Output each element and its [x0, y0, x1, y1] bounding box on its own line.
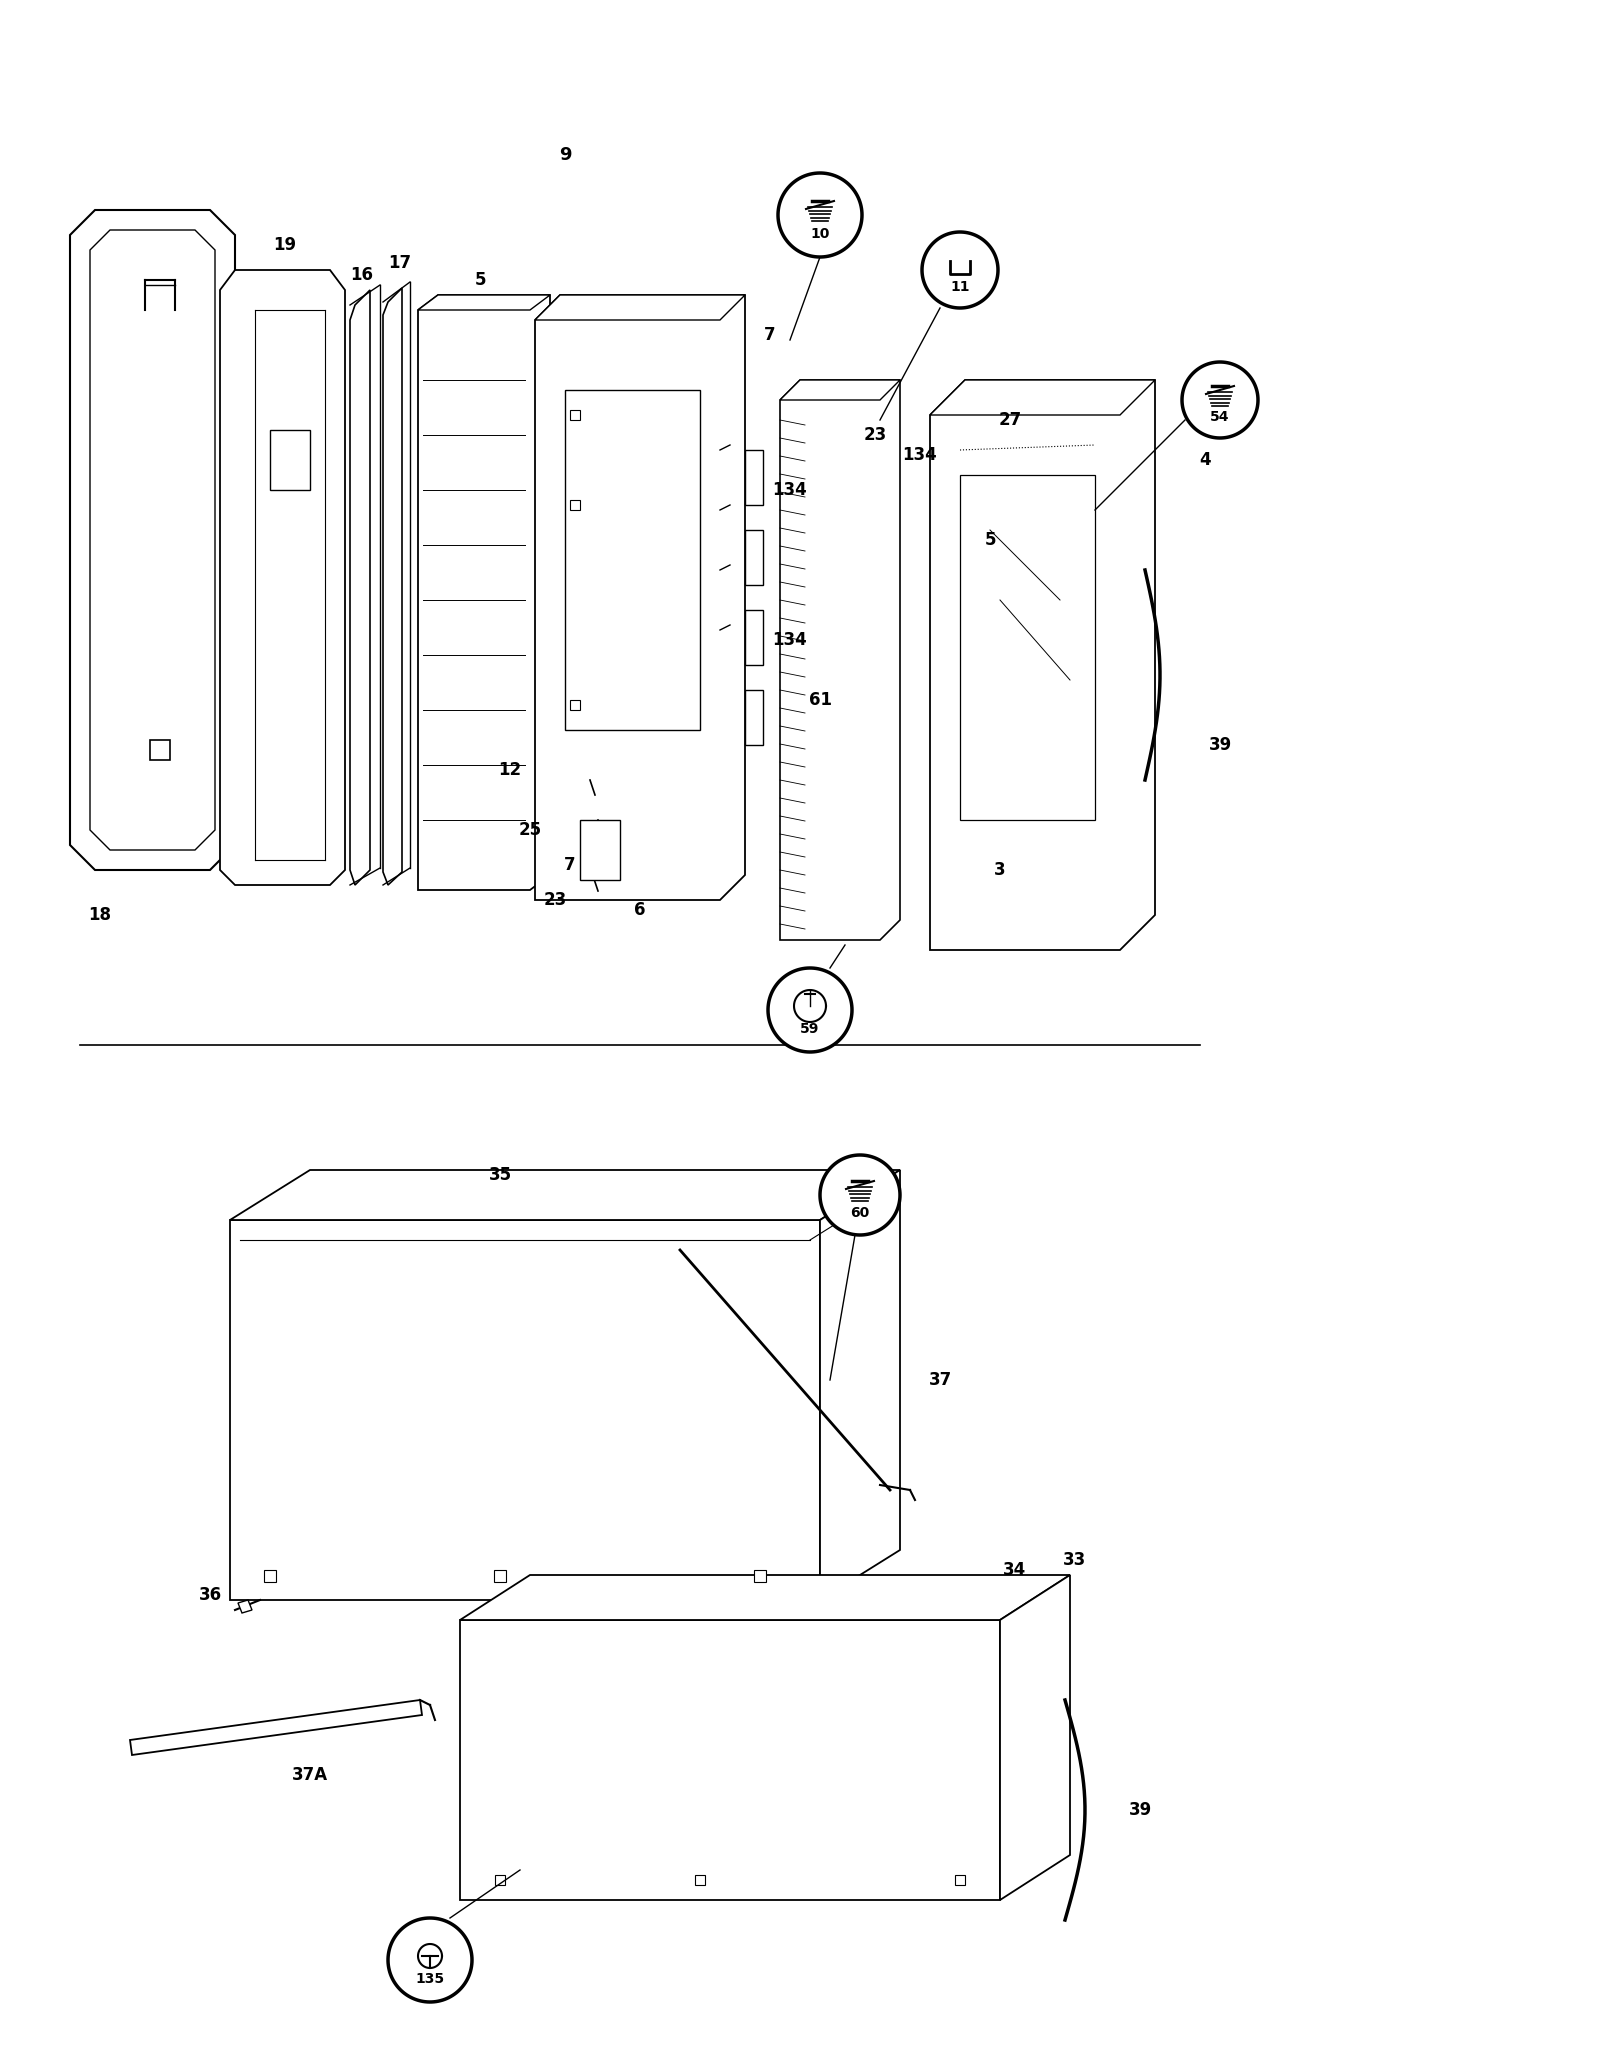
Polygon shape	[754, 1569, 766, 1581]
Polygon shape	[922, 232, 998, 308]
Text: 61: 61	[808, 691, 832, 710]
Text: 34: 34	[1003, 1561, 1027, 1579]
Text: 7: 7	[565, 857, 576, 874]
Polygon shape	[694, 1875, 706, 1886]
Polygon shape	[1000, 1575, 1070, 1900]
Polygon shape	[746, 530, 763, 586]
Polygon shape	[579, 820, 621, 880]
Polygon shape	[270, 431, 310, 491]
Polygon shape	[90, 230, 214, 851]
Polygon shape	[130, 1699, 422, 1755]
Polygon shape	[461, 1575, 1070, 1621]
Text: 33: 33	[1064, 1550, 1086, 1569]
Polygon shape	[150, 739, 170, 760]
Polygon shape	[930, 381, 1155, 950]
Polygon shape	[494, 1569, 506, 1581]
Polygon shape	[238, 1600, 253, 1613]
Polygon shape	[570, 410, 579, 420]
Polygon shape	[570, 700, 579, 710]
Polygon shape	[389, 1919, 472, 2002]
Polygon shape	[746, 449, 763, 505]
Polygon shape	[382, 288, 402, 886]
Polygon shape	[821, 1155, 899, 1236]
Polygon shape	[930, 381, 1155, 414]
Text: 9: 9	[558, 147, 571, 164]
Polygon shape	[819, 1170, 899, 1600]
Text: 25: 25	[518, 822, 541, 838]
Text: 39: 39	[1128, 1801, 1152, 1820]
Text: 23: 23	[864, 426, 886, 443]
Polygon shape	[230, 1170, 899, 1219]
Text: 10: 10	[810, 228, 830, 240]
Polygon shape	[960, 474, 1094, 820]
Polygon shape	[350, 290, 370, 886]
Text: 5: 5	[984, 532, 995, 549]
Text: 60: 60	[850, 1207, 870, 1219]
Polygon shape	[565, 389, 701, 731]
Polygon shape	[494, 1875, 506, 1886]
Text: 134: 134	[773, 480, 808, 499]
Text: 134: 134	[773, 631, 808, 650]
Text: 54: 54	[1210, 410, 1230, 424]
Text: 135: 135	[416, 1973, 445, 1985]
Polygon shape	[264, 1569, 277, 1581]
Polygon shape	[418, 296, 550, 310]
Polygon shape	[221, 269, 346, 886]
Text: 16: 16	[350, 267, 373, 284]
Text: 134: 134	[902, 445, 938, 464]
Polygon shape	[461, 1621, 1000, 1900]
Text: 37: 37	[928, 1370, 952, 1389]
Text: 59: 59	[800, 1023, 819, 1035]
Text: 19: 19	[274, 236, 296, 255]
Text: 23: 23	[544, 890, 566, 909]
Text: 35: 35	[488, 1165, 512, 1184]
Text: 17: 17	[389, 255, 411, 271]
Polygon shape	[1182, 362, 1258, 439]
Polygon shape	[746, 689, 763, 745]
Text: 6: 6	[634, 900, 646, 919]
Polygon shape	[534, 296, 746, 900]
Text: 27: 27	[998, 412, 1022, 428]
Polygon shape	[230, 1219, 819, 1600]
Text: 3: 3	[994, 861, 1006, 880]
Text: 18: 18	[88, 907, 112, 923]
Text: 39: 39	[1208, 737, 1232, 753]
Polygon shape	[418, 296, 550, 890]
Polygon shape	[778, 174, 862, 257]
Text: 36: 36	[198, 1586, 221, 1604]
Polygon shape	[768, 969, 851, 1052]
Text: 12: 12	[499, 762, 522, 778]
Polygon shape	[781, 381, 899, 940]
Text: 5: 5	[474, 271, 486, 290]
Text: 7: 7	[765, 325, 776, 344]
Text: 4: 4	[1198, 451, 1211, 470]
Polygon shape	[534, 296, 746, 321]
Text: 11: 11	[950, 279, 970, 294]
Polygon shape	[781, 381, 899, 400]
Text: 37A: 37A	[291, 1766, 328, 1784]
Polygon shape	[570, 501, 579, 509]
Polygon shape	[955, 1875, 965, 1886]
Polygon shape	[746, 611, 763, 664]
Polygon shape	[70, 209, 235, 869]
